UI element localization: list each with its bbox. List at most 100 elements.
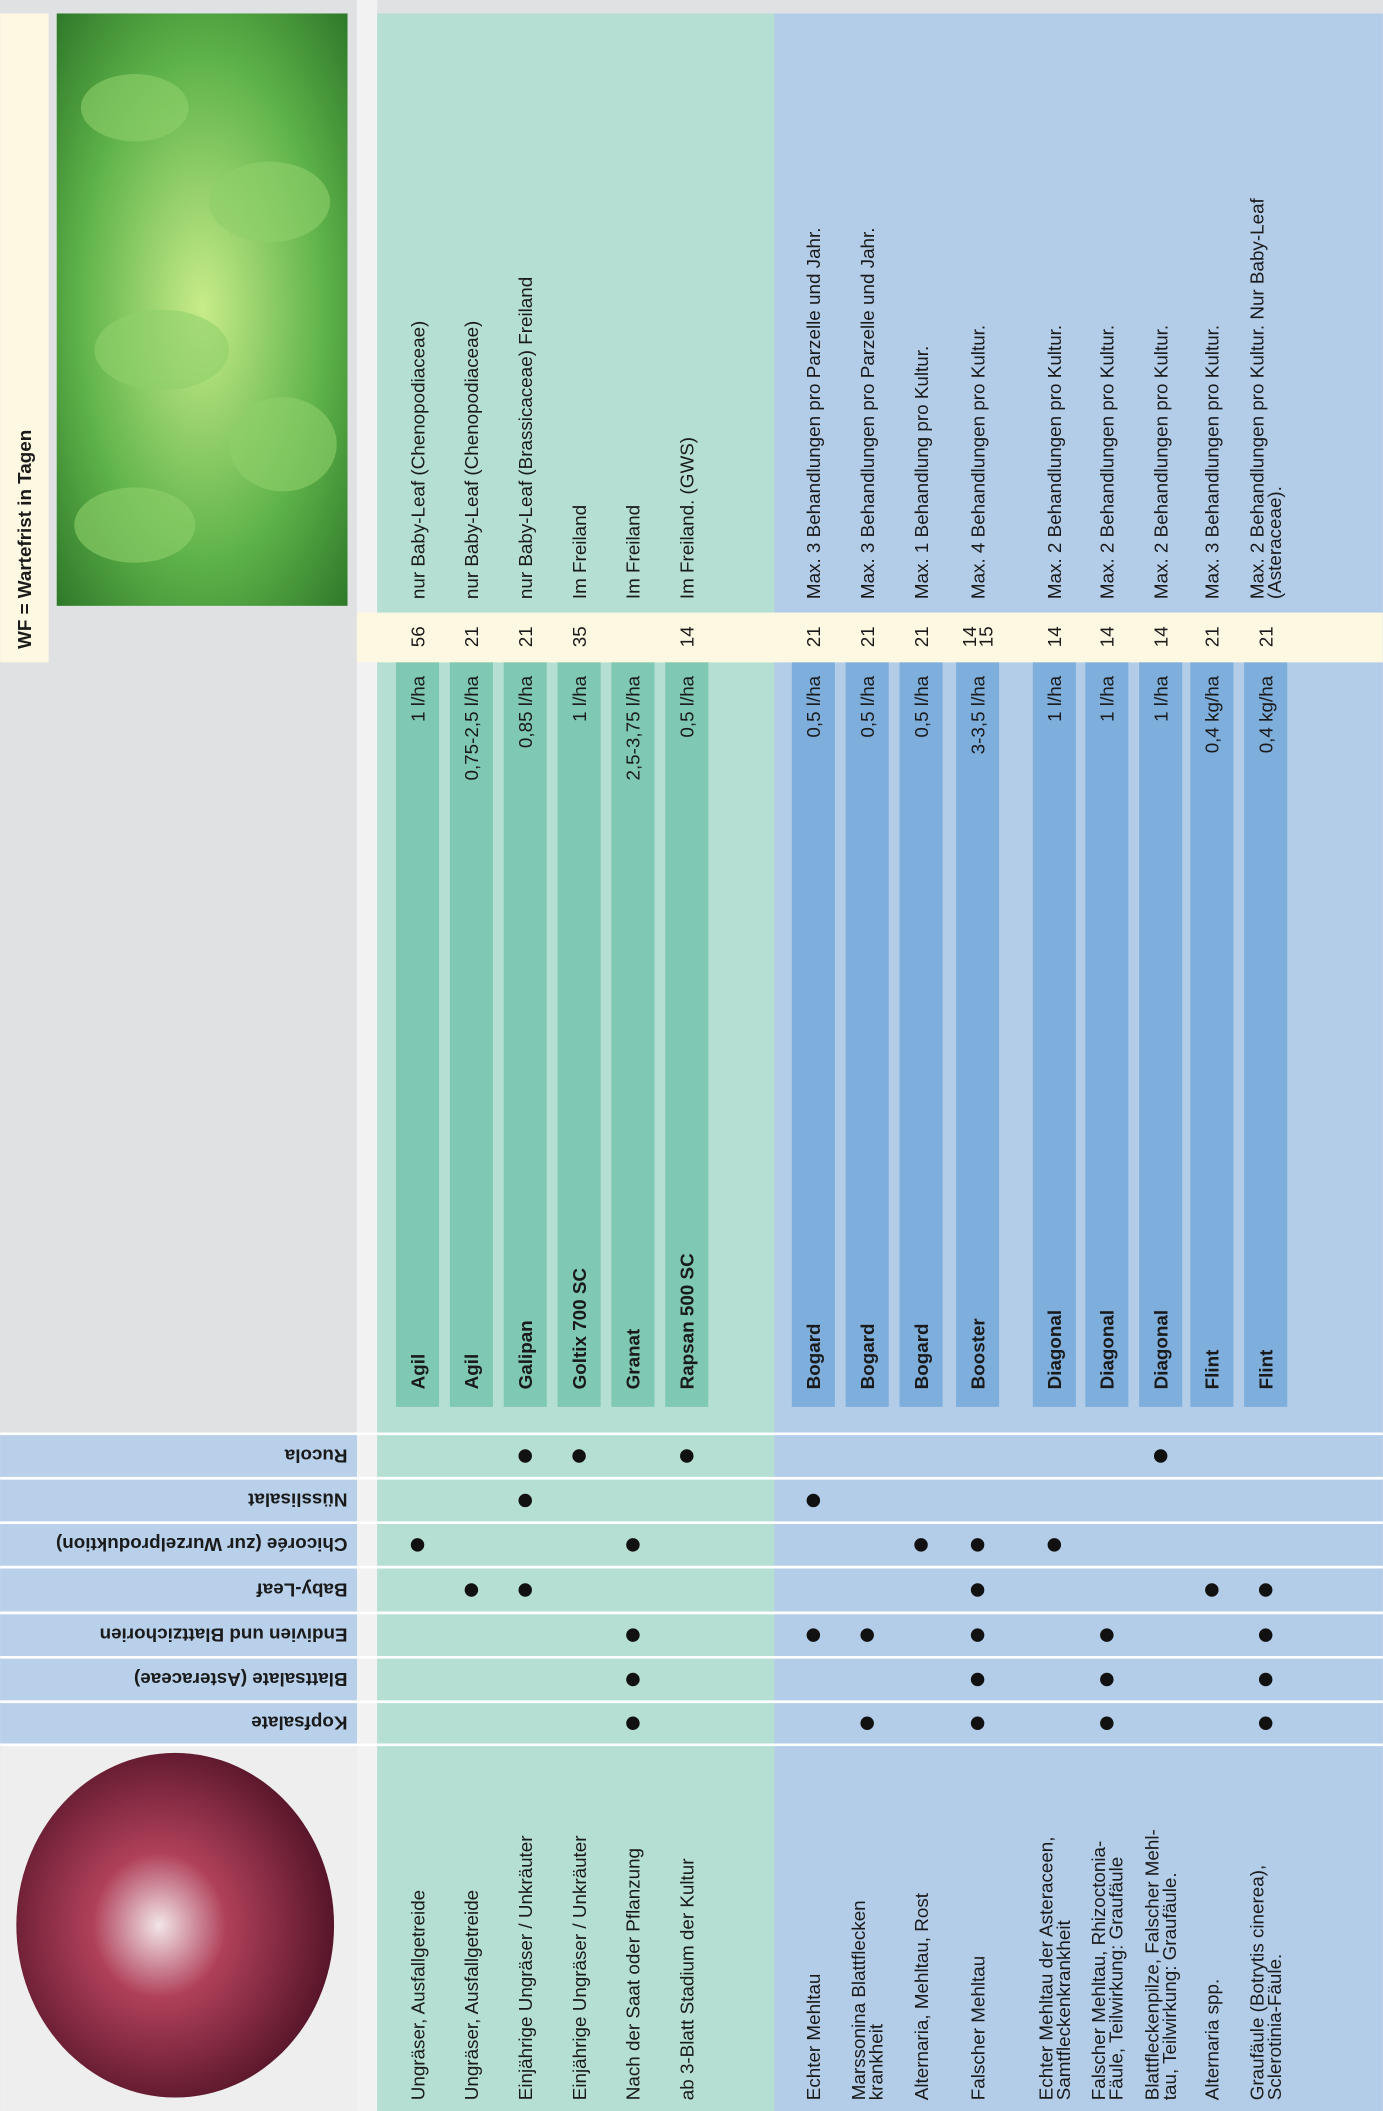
lettuce-leaves bbox=[74, 74, 337, 563]
product-name: Galipan bbox=[515, 1320, 536, 1389]
remark: Max. 3 Behandlungen pro Parzelle und Jah… bbox=[803, 228, 824, 600]
crop-dot bbox=[1100, 1628, 1114, 1642]
wf-days: 35 bbox=[569, 626, 590, 647]
product-name: Bogard bbox=[857, 1323, 878, 1389]
remark: Max. 2 Behandlungen pro Kultur. bbox=[1097, 325, 1118, 599]
wf-label-strip bbox=[0, 13, 49, 663]
indication: Graufäule (Botrytis cinerea), bbox=[1247, 1865, 1268, 2100]
crop-dot bbox=[518, 1449, 532, 1463]
product-name: Agil bbox=[407, 1354, 428, 1390]
wf-days: 21 bbox=[515, 626, 536, 647]
indication: ab 3-Blatt Stadium der Kultur bbox=[677, 1858, 698, 2100]
product-bar bbox=[791, 662, 835, 1407]
product-name: Flint bbox=[1255, 1349, 1276, 1389]
indication: Alternaria spp. bbox=[1202, 1979, 1223, 2100]
indication: Sclerotinia-Fäule. bbox=[1264, 1954, 1285, 2101]
crop-dot bbox=[626, 1538, 640, 1552]
crop-dot bbox=[410, 1538, 425, 1552]
dose: 1 l/ha bbox=[569, 675, 590, 722]
dose: 0,4 kg/ha bbox=[1255, 675, 1276, 753]
indication: Einjährige Ungräser / Unkräuter bbox=[515, 1835, 536, 2100]
crop-dot bbox=[1258, 1716, 1273, 1730]
wf-days: 14 bbox=[677, 626, 698, 647]
dose: 0,5 l/ha bbox=[677, 675, 698, 737]
indication: Falscher Mehltau bbox=[967, 1956, 988, 2100]
remark: nur Baby-Leaf (Brassicaceae) Freiland bbox=[515, 277, 536, 599]
indication: tau, Teilwirkung: Graufäule. bbox=[1159, 1872, 1180, 2100]
product-bar bbox=[557, 662, 601, 1407]
indication: Blattfleckenpilze, Falscher Mehl- bbox=[1142, 1829, 1163, 2100]
indication: Echter Mehltau der Asteraceen, bbox=[1035, 1836, 1056, 2100]
indication: Fäule, Teilwirkung: Graufäule bbox=[1105, 1857, 1126, 2100]
indication: Nach der Saat oder Pflanzung bbox=[623, 1848, 644, 2100]
product-bar bbox=[1032, 662, 1076, 1407]
remark: Max. 2 Behandlungen pro Kultur. bbox=[1044, 325, 1065, 599]
dose: 0,5 l/ha bbox=[803, 675, 824, 737]
wf-days: 21 bbox=[461, 626, 482, 647]
crop-label: Blattsalate (Asteraceae) bbox=[134, 1669, 347, 1690]
crop-dot bbox=[860, 1628, 874, 1642]
crop-dot bbox=[1205, 1583, 1219, 1597]
indication: Falscher Mehltau, Rhizoctonia- bbox=[1088, 1841, 1109, 2101]
dose: 1 l/ha bbox=[1044, 675, 1065, 722]
crop-dot bbox=[518, 1583, 532, 1597]
dose: 1 l/ha bbox=[1150, 675, 1171, 722]
remark: (Asteraceae). bbox=[1264, 486, 1285, 599]
crop-dot bbox=[1047, 1538, 1062, 1552]
crop-dot bbox=[626, 1672, 640, 1687]
product-bar bbox=[449, 662, 493, 1407]
indication: Alternaria, Mehltau, Rost bbox=[911, 1892, 932, 2100]
crop-dot bbox=[1258, 1583, 1273, 1597]
dose: 3-3,5 l/ha bbox=[967, 675, 988, 754]
wf-days: 21 bbox=[911, 626, 932, 647]
product-bar bbox=[956, 662, 1000, 1407]
crop-dot bbox=[1153, 1449, 1168, 1463]
wf-days: 15 bbox=[975, 626, 996, 647]
dose: 1 l/ha bbox=[1097, 675, 1118, 722]
wf-days: 21 bbox=[1202, 626, 1223, 647]
product-name: Bogard bbox=[803, 1323, 824, 1389]
crop-dot bbox=[1100, 1716, 1114, 1730]
indication: Ungräser, Ausfallgetreide bbox=[461, 1890, 482, 2100]
dose: 0,4 kg/ha bbox=[1202, 675, 1223, 753]
product-name: Bogard bbox=[911, 1323, 932, 1389]
indication: Samtfleckenkrankheit bbox=[1053, 1919, 1074, 2100]
product-name: Booster bbox=[967, 1318, 988, 1390]
product-name: Goltix 700 SC bbox=[569, 1268, 590, 1390]
product-name: Granat bbox=[623, 1328, 644, 1389]
crop-dot bbox=[1100, 1672, 1114, 1687]
crop-dot bbox=[1258, 1628, 1273, 1642]
product-bar bbox=[1244, 662, 1288, 1407]
wf-strip bbox=[356, 612, 1383, 663]
product-name: Rapsan 500 SC bbox=[677, 1253, 698, 1389]
wf-days: 21 bbox=[1255, 626, 1276, 647]
crop-dot bbox=[626, 1628, 640, 1642]
radicchio-photo bbox=[16, 1752, 335, 2098]
remark: Max. 2 Behandlungen pro Kultur. bbox=[1150, 325, 1171, 599]
product-name: Diagonal bbox=[1097, 1310, 1118, 1390]
remark: Im Freiland bbox=[569, 505, 590, 599]
wf-days: 56 bbox=[407, 626, 428, 647]
product-bar bbox=[1085, 662, 1129, 1407]
wf-days: 14 bbox=[1097, 626, 1118, 647]
remark: Max. 4 Behandlungen pro Kultur. bbox=[967, 325, 988, 599]
crop-dot bbox=[806, 1493, 821, 1508]
crop-dot bbox=[680, 1449, 694, 1463]
remark: nur Baby-Leaf (Chenopodiaceae) bbox=[461, 321, 482, 599]
remark: Max. 3 Behandlungen pro Parzelle und Jah… bbox=[857, 228, 878, 600]
crop-dot bbox=[970, 1716, 985, 1730]
dose: 0,85 l/ha bbox=[515, 675, 536, 748]
crop-dot bbox=[572, 1449, 586, 1463]
remark: Max. 2 Behandlungen pro Kultur. Nur Baby… bbox=[1247, 197, 1268, 599]
crop-label: Baby-Leaf bbox=[256, 1579, 348, 1600]
crop-dot bbox=[970, 1538, 985, 1552]
product-bar bbox=[899, 662, 943, 1407]
crop-dot bbox=[860, 1716, 874, 1730]
product-bar bbox=[503, 662, 547, 1407]
product-bar bbox=[665, 662, 709, 1407]
product-bar bbox=[611, 662, 655, 1407]
remark: Im Freiland. (GWS) bbox=[677, 437, 698, 599]
product-bar bbox=[1190, 662, 1234, 1407]
dose: 1 l/ha bbox=[407, 675, 428, 722]
